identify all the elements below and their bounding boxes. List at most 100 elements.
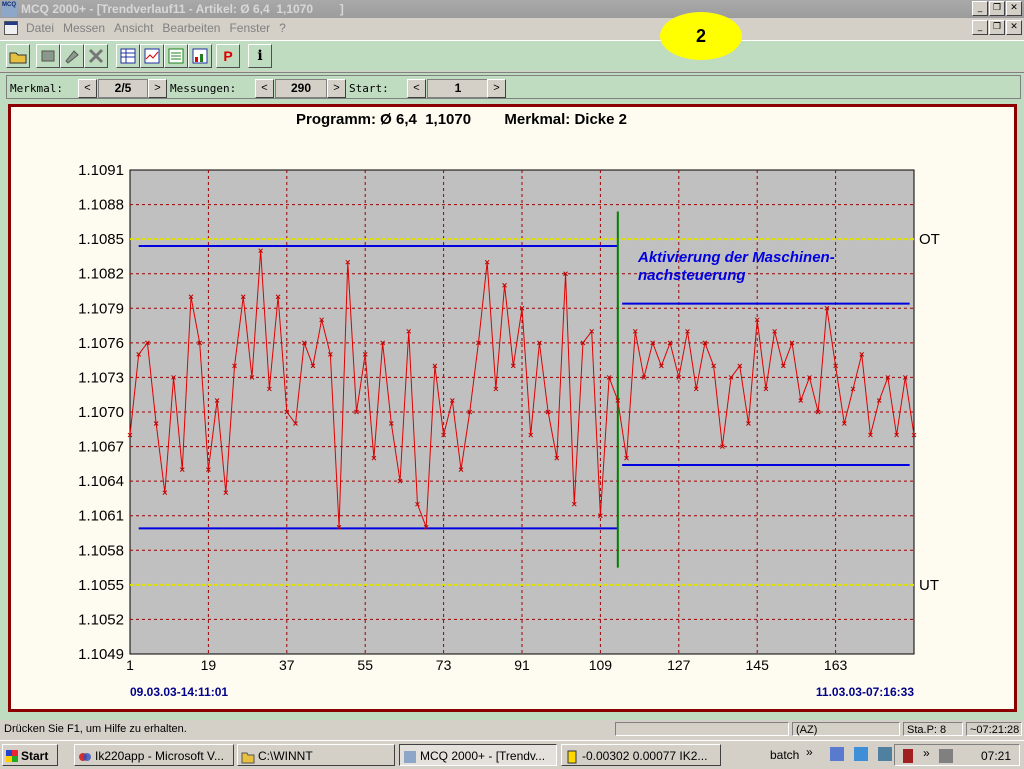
data-point: [467, 409, 473, 415]
task-ik220app[interactable]: Ik220app - Microsoft V...: [74, 744, 234, 766]
doc-restore-icon[interactable]: ❐: [989, 20, 1005, 35]
messungen-next-button[interactable]: >: [327, 79, 346, 98]
y-tick-label: 1.1076: [78, 335, 124, 352]
app-icon: MCQ: [1, 1, 17, 17]
document-window-controls: _ ❐ ✕: [972, 20, 1022, 35]
task-mcq[interactable]: MCQ 2000+ - [Trendv...: [399, 744, 557, 766]
menu-help[interactable]: ?: [279, 21, 286, 35]
data-point: [345, 259, 351, 265]
doc-close-icon[interactable]: ✕: [1006, 20, 1022, 35]
limit-label-ut: UT: [919, 577, 939, 594]
data-point: [197, 340, 203, 346]
doc-minimize-icon[interactable]: _: [972, 20, 988, 35]
data-point: [632, 328, 638, 334]
merkmal-label: Merkmal:: [10, 82, 63, 95]
start-button[interactable]: Start: [2, 744, 58, 766]
data-point: [397, 478, 403, 484]
data-point: [641, 375, 647, 380]
data-point: [510, 363, 516, 369]
task-label: MCQ 2000+ - [Trendv...: [420, 749, 546, 763]
x-tick-label: 145: [746, 657, 770, 673]
gauge-icon: [565, 749, 579, 764]
p-icon[interactable]: P: [216, 44, 240, 68]
data-point: [301, 340, 307, 346]
batch-toolbar-label[interactable]: batch: [770, 748, 800, 762]
window-title: MCQ 2000+ - [Trendverlauf11 - Artikel: Ø…: [21, 2, 344, 16]
limit-label-ot: OT: [919, 231, 940, 248]
chart-icon[interactable]: [140, 44, 164, 68]
data-point: [153, 421, 159, 426]
data-point: [293, 421, 298, 426]
merkmal-next-button[interactable]: >: [148, 79, 167, 98]
speaker-icon[interactable]: [939, 749, 953, 763]
data-point: [667, 340, 673, 346]
data-point: [598, 513, 603, 519]
data-point: [911, 432, 917, 438]
x-tick-label: 127: [667, 657, 691, 673]
start-next-button[interactable]: >: [487, 79, 506, 98]
data-point: [275, 294, 281, 300]
data-point: [737, 363, 743, 369]
data-point: [571, 501, 577, 507]
measure-icon[interactable]: [36, 44, 60, 68]
data-point: [554, 455, 560, 461]
close-icon[interactable]: ✕: [1006, 1, 1022, 16]
explorer-icon[interactable]: [854, 747, 868, 761]
task-winnt[interactable]: C:\WINNT: [237, 744, 395, 766]
menu-bearbeiten[interactable]: Bearbeiten: [162, 21, 221, 35]
computer-icon[interactable]: [878, 747, 892, 761]
cross-icon[interactable]: [84, 44, 108, 68]
window-controls: _ ❐ ✕: [972, 1, 1022, 16]
data-point: [449, 398, 455, 403]
chevron-right-icon[interactable]: »: [806, 745, 813, 759]
task-ik2[interactable]: -0.00302 0.00077 IK2...: [561, 744, 721, 766]
data-point: [362, 352, 368, 357]
data-point: [720, 444, 725, 449]
merkmal-prev-button[interactable]: <: [78, 79, 97, 98]
tray-chevron-icon[interactable]: »: [923, 746, 930, 760]
start-prev-button[interactable]: <: [407, 79, 426, 98]
open-folder-icon[interactable]: [6, 44, 30, 68]
table-icon[interactable]: [116, 44, 140, 68]
tray-app-icon[interactable]: [903, 749, 913, 763]
messungen-prev-button[interactable]: <: [255, 79, 274, 98]
menu-fenster[interactable]: Fenster: [229, 21, 271, 35]
data-point: [206, 467, 211, 472]
data-point: [859, 352, 865, 357]
x-tick-label: 91: [514, 657, 530, 673]
sheet-icon[interactable]: [188, 44, 212, 68]
y-tick-label: 1.1088: [78, 197, 124, 214]
y-tick-label: 1.1082: [78, 266, 124, 283]
title-bar: MCQ MCQ 2000+ - [Trendverlauf11 - Artike…: [0, 0, 1024, 18]
y-tick-label: 1.1052: [78, 611, 124, 628]
data-point: [789, 340, 795, 346]
x-tick-label: 163: [824, 657, 848, 673]
data-point: [693, 386, 699, 392]
menu-ansicht[interactable]: Ansicht: [114, 21, 154, 35]
data-point: [380, 340, 385, 346]
data-point: [876, 398, 882, 403]
list-chart-icon[interactable]: [164, 44, 188, 68]
menu-datei[interactable]: Datei: [26, 21, 55, 35]
x-tick-label: 73: [436, 657, 452, 673]
system-tray: » 07:21: [894, 744, 1020, 766]
folder-icon: [241, 749, 255, 764]
minimize-icon[interactable]: _: [972, 1, 988, 16]
chart-title: Programm: Ø 6,4 1,1070 Merkmal: Dicke 2: [296, 111, 627, 128]
data-point: [441, 432, 446, 438]
tools-icon[interactable]: [60, 44, 84, 68]
menu-messen[interactable]: Messen: [63, 21, 106, 35]
info-icon[interactable]: i: [248, 44, 272, 68]
menu-bar: Datei Messen Ansicht Bearbeiten Fenster? _ ❐…: [0, 18, 1024, 37]
document-icon[interactable]: [4, 21, 18, 35]
data-point: [214, 398, 220, 403]
data-point: [780, 363, 786, 369]
annotation-text: Aktivierung der Maschinen-: [637, 249, 835, 266]
restore-icon[interactable]: ❐: [989, 1, 1005, 16]
y-tick-label: 1.1079: [78, 300, 124, 317]
data-point: [902, 375, 908, 380]
x-tick-label: 37: [279, 657, 295, 673]
data-point: [240, 294, 246, 300]
desktop-icon[interactable]: [830, 747, 844, 761]
